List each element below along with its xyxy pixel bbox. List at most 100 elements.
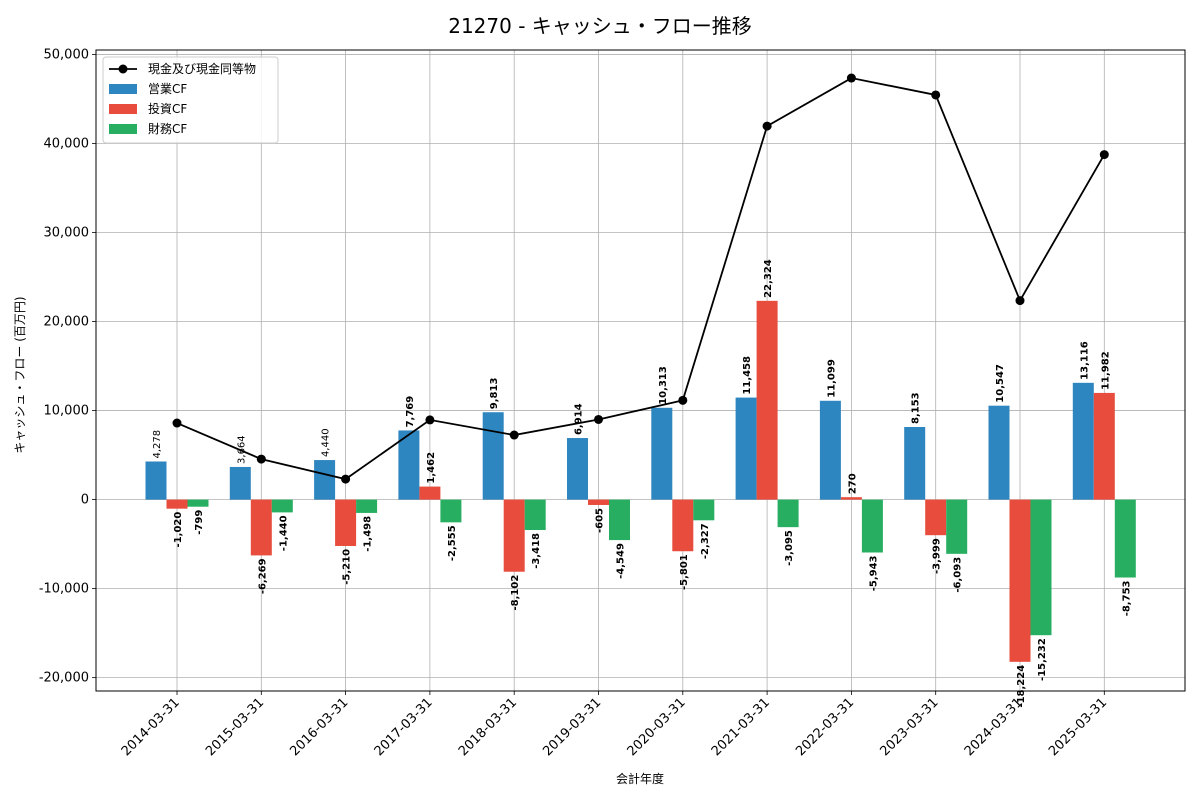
cash-balance-point (256, 454, 266, 464)
y-tick-label: 40,000 (44, 136, 90, 151)
legend-marker-swatch (118, 64, 128, 74)
bar-value-label: -3,418 (531, 533, 542, 569)
bar-value-label: 10,547 (995, 364, 1006, 403)
bar-investing (503, 499, 525, 572)
x-tick-label: 2025-03-31 (1046, 695, 1110, 759)
bar-value-label: 11,982 (1100, 351, 1111, 390)
bar-investing (672, 499, 694, 552)
bar-investing (419, 486, 441, 500)
y-tick-label: 20,000 (44, 315, 90, 330)
bar-investing (840, 497, 862, 500)
bar-value-label: 7,769 (405, 396, 416, 428)
x-tick-label: 2020-03-31 (625, 695, 689, 759)
bar-value-label: 1,462 (426, 452, 437, 484)
legend-box (102, 56, 279, 144)
bar-investing (166, 499, 188, 509)
bar-financing (271, 499, 293, 513)
bar-operating (988, 405, 1010, 500)
bar-value-label: 11,099 (826, 359, 837, 398)
x-tick-label: 2023-03-31 (877, 695, 941, 759)
bar-value-label: -605 (595, 508, 606, 533)
bar-operating (314, 460, 336, 500)
y-tick-label: -20,000 (39, 671, 89, 686)
x-tick-label: 2015-03-31 (203, 695, 267, 759)
legend-label: 現金及び現金同等物 (148, 61, 256, 76)
bar-operating (398, 430, 420, 500)
legend-label: 財務CF (148, 121, 187, 136)
bar-value-label: -18,224 (1016, 665, 1027, 708)
y-tick-label: -10,000 (39, 582, 89, 597)
bar-investing (756, 300, 778, 500)
x-tick-label: 2016-03-31 (287, 695, 351, 759)
bar-operating (482, 412, 504, 500)
bar-operating (904, 427, 926, 500)
bar-operating (567, 438, 588, 500)
bar-value-label: -8,102 (510, 575, 521, 611)
bar-value-label: -3,999 (932, 538, 943, 574)
bar-investing (588, 499, 609, 505)
bar-financing (861, 499, 883, 553)
y-tick-label: 0 (81, 493, 89, 508)
bar-value-label: 22,324 (763, 259, 774, 298)
cash-balance-point (678, 395, 688, 405)
bar-value-label: 6,914 (574, 403, 585, 435)
cash-balance-line (176, 77, 1106, 481)
cash-balance-point (846, 73, 856, 83)
x-tick-label: 2019-03-31 (540, 695, 604, 759)
bar-investing (1093, 392, 1115, 500)
bar-value-label: -1,440 (278, 515, 289, 551)
bar-operating (651, 407, 673, 500)
bar-investing (250, 499, 272, 556)
bar-operating (1072, 382, 1094, 500)
y-axis-label: キャッシュ・フロー (百万円) (13, 296, 27, 453)
bar-value-label: -799 (194, 510, 205, 535)
bar-value-label: -5,943 (868, 555, 879, 591)
cash-balance-point (425, 415, 435, 425)
bar-value-label: 270 (847, 473, 858, 494)
cash-balance-point (1099, 150, 1109, 160)
legend-bar-swatch (109, 104, 137, 114)
bar-value-label: 4,278 (152, 430, 163, 459)
bar-value-label: -1,498 (363, 516, 374, 552)
bar-financing (1030, 499, 1052, 636)
plot-area: -20,000 -10,000 0 10,000 20,000 30,000 40,000 5… (39, 47, 1186, 759)
bar-value-label: -6,093 (953, 557, 964, 593)
bar-value-label: -1,020 (173, 512, 184, 548)
bar-operating (819, 400, 841, 500)
bar-value-label: -4,549 (616, 543, 627, 579)
bar-value-label: -5,210 (342, 549, 353, 585)
bar-value-label: 4,440 (321, 428, 332, 457)
bar-financing (609, 499, 630, 541)
x-tick-label: 2017-03-31 (372, 695, 436, 759)
bar-financing (440, 499, 462, 523)
bar-value-label: 13,116 (1079, 341, 1090, 380)
bar-value-label: -15,232 (1037, 638, 1048, 681)
bar-operating (145, 461, 167, 500)
y-tick-label: 50,000 (44, 47, 90, 62)
bar-financing (356, 499, 378, 513)
chart-title: 21270 - キャッシュ・フロー推移 (448, 14, 752, 38)
x-axis-label: 会計年度 (616, 771, 664, 786)
cash-balance-point (172, 418, 182, 428)
y-tick-label: 30,000 (44, 226, 90, 241)
cash-balance-point (341, 474, 351, 484)
bar-value-label: 10,313 (658, 366, 669, 405)
x-tick-label: 2014-03-31 (119, 695, 183, 759)
x-tick-label: 2022-03-31 (793, 695, 857, 759)
cash-balance-point (1015, 296, 1025, 306)
bar-value-label: -2,555 (447, 525, 458, 561)
plot-background (96, 50, 1185, 691)
bar-value-label: 11,458 (742, 356, 753, 395)
cash-balance-point (762, 121, 772, 131)
bar-financing (187, 499, 209, 507)
bar-value-label: -2,327 (700, 523, 711, 559)
bar-investing (925, 499, 947, 536)
bar-financing (946, 499, 968, 554)
bar-value-label: -6,269 (257, 558, 268, 594)
bar-value-label: 8,153 (911, 392, 922, 424)
bar-financing (777, 499, 799, 528)
legend-label: 投資CF (148, 101, 187, 116)
cash-balance-point (931, 90, 941, 100)
